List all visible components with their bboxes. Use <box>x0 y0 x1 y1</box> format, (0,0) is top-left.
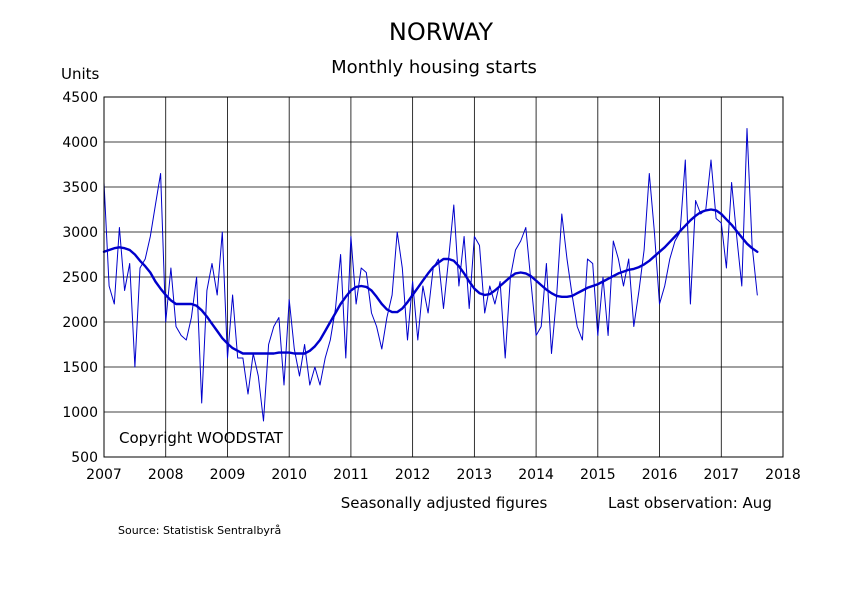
x-tick-label: 2012 <box>395 467 431 483</box>
smoothed-trend-line <box>102 208 759 355</box>
y-tick-label: 4500 <box>62 90 98 106</box>
x-tick-label: 2007 <box>86 467 122 483</box>
plot-frame <box>103 96 784 458</box>
x-tick-label: 2013 <box>457 467 493 483</box>
seasonally-adjusted-note: Seasonally adjusted figures <box>341 494 548 512</box>
last-observation-note: Last observation: Aug <box>608 494 772 512</box>
x-tick-label: 2009 <box>210 467 246 483</box>
x-tick-label: 2016 <box>642 467 678 483</box>
copyright-note: Copyright WOODSTAT <box>119 429 284 447</box>
series-group <box>102 128 759 422</box>
x-tick-label: 2017 <box>703 467 739 483</box>
y-tick-label: 2000 <box>62 315 98 331</box>
y-tick-label: 4000 <box>62 135 98 151</box>
y-tick-label: 1500 <box>62 360 98 376</box>
y-tick-label: 2500 <box>62 270 98 286</box>
tick-labels: 2007 2008 2009 2010 2011 2012 2013 2014 2015 2016… <box>62 90 800 483</box>
source-note: Source: Statistisk Sentralbyrå <box>118 524 281 537</box>
x-tick-label: 2010 <box>271 467 307 483</box>
chart-subtitle: Monthly housing starts <box>331 57 537 78</box>
monthly-starts-line <box>103 128 758 422</box>
x-tick-label: 2015 <box>580 467 616 483</box>
x-tick-label: 2011 <box>333 467 369 483</box>
x-tick-label: 2014 <box>518 467 554 483</box>
grid <box>104 97 783 457</box>
y-axis-unit-label: Units <box>61 65 100 83</box>
chart-title: NORWAY <box>389 18 494 46</box>
y-tick-label: 500 <box>71 450 98 466</box>
y-tick-label: 3000 <box>62 225 98 241</box>
y-tick-label: 3500 <box>62 180 98 196</box>
x-tick-label: 2008 <box>148 467 184 483</box>
y-tick-label: 1000 <box>62 405 98 421</box>
x-tick-label: 2018 <box>765 467 801 483</box>
